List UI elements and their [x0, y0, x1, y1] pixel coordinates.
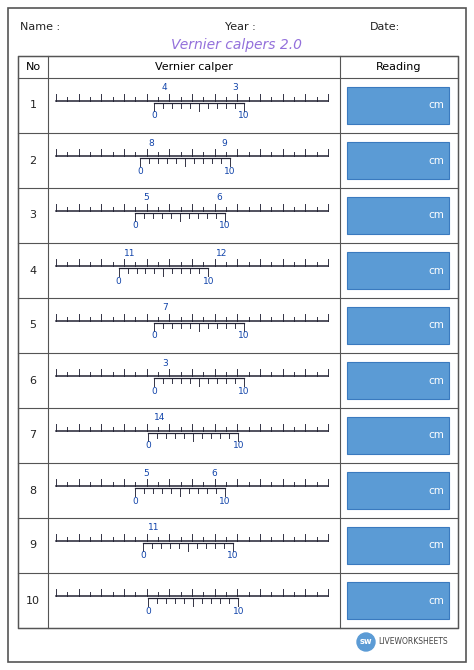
Text: sw: sw [360, 637, 372, 647]
Text: cm: cm [428, 431, 444, 440]
Text: 8: 8 [29, 486, 36, 496]
Text: Vernier calpers 2.0: Vernier calpers 2.0 [172, 38, 302, 52]
Text: 3: 3 [29, 210, 36, 220]
Text: cm: cm [428, 155, 444, 165]
Text: 5: 5 [143, 468, 149, 478]
Text: cm: cm [428, 541, 444, 551]
Text: Date:: Date: [370, 22, 400, 32]
Text: 10: 10 [26, 596, 40, 606]
Text: 11: 11 [124, 249, 135, 257]
Text: cm: cm [428, 210, 444, 220]
Text: 0: 0 [140, 551, 146, 561]
Text: 7: 7 [29, 431, 36, 440]
Circle shape [357, 633, 375, 651]
Bar [347, 252, 449, 289]
Bar [18, 56, 458, 628]
Text: 0: 0 [151, 387, 157, 395]
Text: cm: cm [428, 486, 444, 496]
Text: 10: 10 [227, 551, 238, 561]
Text: 7: 7 [162, 304, 168, 312]
Text: 10: 10 [232, 442, 244, 450]
Text: 0: 0 [116, 277, 121, 285]
Text: 3: 3 [233, 84, 238, 92]
Text: 0: 0 [151, 111, 157, 121]
Text: 8: 8 [148, 139, 154, 147]
Text: 9: 9 [29, 541, 36, 551]
Text: 10: 10 [232, 606, 244, 616]
Text: Name :: Name : [20, 22, 60, 32]
Text: 0: 0 [132, 496, 138, 505]
Text: 10: 10 [219, 496, 230, 505]
Text: 0: 0 [146, 606, 151, 616]
Text: 0: 0 [151, 332, 157, 340]
Bar [347, 472, 449, 509]
Text: Reading: Reading [376, 62, 422, 72]
Text: 10: 10 [238, 111, 249, 121]
Text: 4: 4 [162, 84, 168, 92]
Text: 0: 0 [137, 167, 143, 176]
Text: 10: 10 [238, 387, 249, 395]
Bar [347, 142, 449, 179]
Text: cm: cm [428, 320, 444, 330]
Text: 10: 10 [202, 277, 214, 285]
Text: 6: 6 [211, 468, 217, 478]
Text: 11: 11 [148, 523, 160, 533]
Text: 6: 6 [216, 194, 222, 202]
Text: 10: 10 [219, 222, 230, 230]
Text: 3: 3 [162, 358, 168, 368]
Bar [347, 307, 449, 344]
Bar [347, 582, 449, 619]
Text: 5: 5 [143, 194, 149, 202]
Text: 4: 4 [29, 265, 36, 275]
Text: cm: cm [428, 375, 444, 385]
Text: 10: 10 [238, 332, 249, 340]
Text: 9: 9 [222, 139, 228, 147]
Bar [347, 362, 449, 399]
Text: cm: cm [428, 100, 444, 111]
Text: 0: 0 [132, 222, 138, 230]
Text: 0: 0 [146, 442, 151, 450]
Bar [347, 87, 449, 124]
Text: Vernier calper: Vernier calper [155, 62, 233, 72]
Text: cm: cm [428, 265, 444, 275]
Text: LIVEWORKSHEETS: LIVEWORKSHEETS [378, 637, 447, 647]
Text: 5: 5 [29, 320, 36, 330]
Text: 10: 10 [224, 167, 236, 176]
Bar [347, 417, 449, 454]
Text: 14: 14 [154, 413, 165, 423]
Text: cm: cm [428, 596, 444, 606]
Text: 6: 6 [29, 375, 36, 385]
Text: 2: 2 [29, 155, 36, 165]
Bar [347, 197, 449, 234]
Bar [347, 527, 449, 564]
Text: No: No [26, 62, 41, 72]
Text: 12: 12 [216, 249, 228, 257]
Text: Year :: Year : [225, 22, 256, 32]
Text: 1: 1 [29, 100, 36, 111]
